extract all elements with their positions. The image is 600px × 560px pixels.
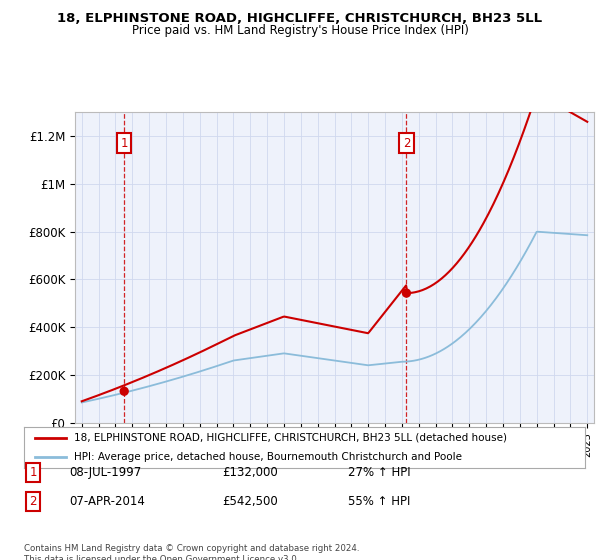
Text: 08-JUL-1997: 08-JUL-1997 xyxy=(69,465,141,479)
Text: 2: 2 xyxy=(403,137,410,150)
Text: £542,500: £542,500 xyxy=(222,494,278,508)
Point xyxy=(401,288,411,297)
Text: 1: 1 xyxy=(29,465,37,479)
Text: 18, ELPHINSTONE ROAD, HIGHCLIFFE, CHRISTCHURCH, BH23 5LL: 18, ELPHINSTONE ROAD, HIGHCLIFFE, CHRIST… xyxy=(58,12,542,25)
Text: Price paid vs. HM Land Registry's House Price Index (HPI): Price paid vs. HM Land Registry's House … xyxy=(131,24,469,36)
Text: 18, ELPHINSTONE ROAD, HIGHCLIFFE, CHRISTCHURCH, BH23 5LL (detached house): 18, ELPHINSTONE ROAD, HIGHCLIFFE, CHRIST… xyxy=(74,433,508,443)
Text: £132,000: £132,000 xyxy=(222,465,278,479)
Text: 07-APR-2014: 07-APR-2014 xyxy=(69,494,145,508)
Point xyxy=(119,387,129,396)
Text: 27% ↑ HPI: 27% ↑ HPI xyxy=(348,465,410,479)
Text: Contains HM Land Registry data © Crown copyright and database right 2024.
This d: Contains HM Land Registry data © Crown c… xyxy=(24,544,359,560)
Text: HPI: Average price, detached house, Bournemouth Christchurch and Poole: HPI: Average price, detached house, Bour… xyxy=(74,451,463,461)
Text: 1: 1 xyxy=(121,137,128,150)
Text: 55% ↑ HPI: 55% ↑ HPI xyxy=(348,494,410,508)
Text: 2: 2 xyxy=(29,494,37,508)
